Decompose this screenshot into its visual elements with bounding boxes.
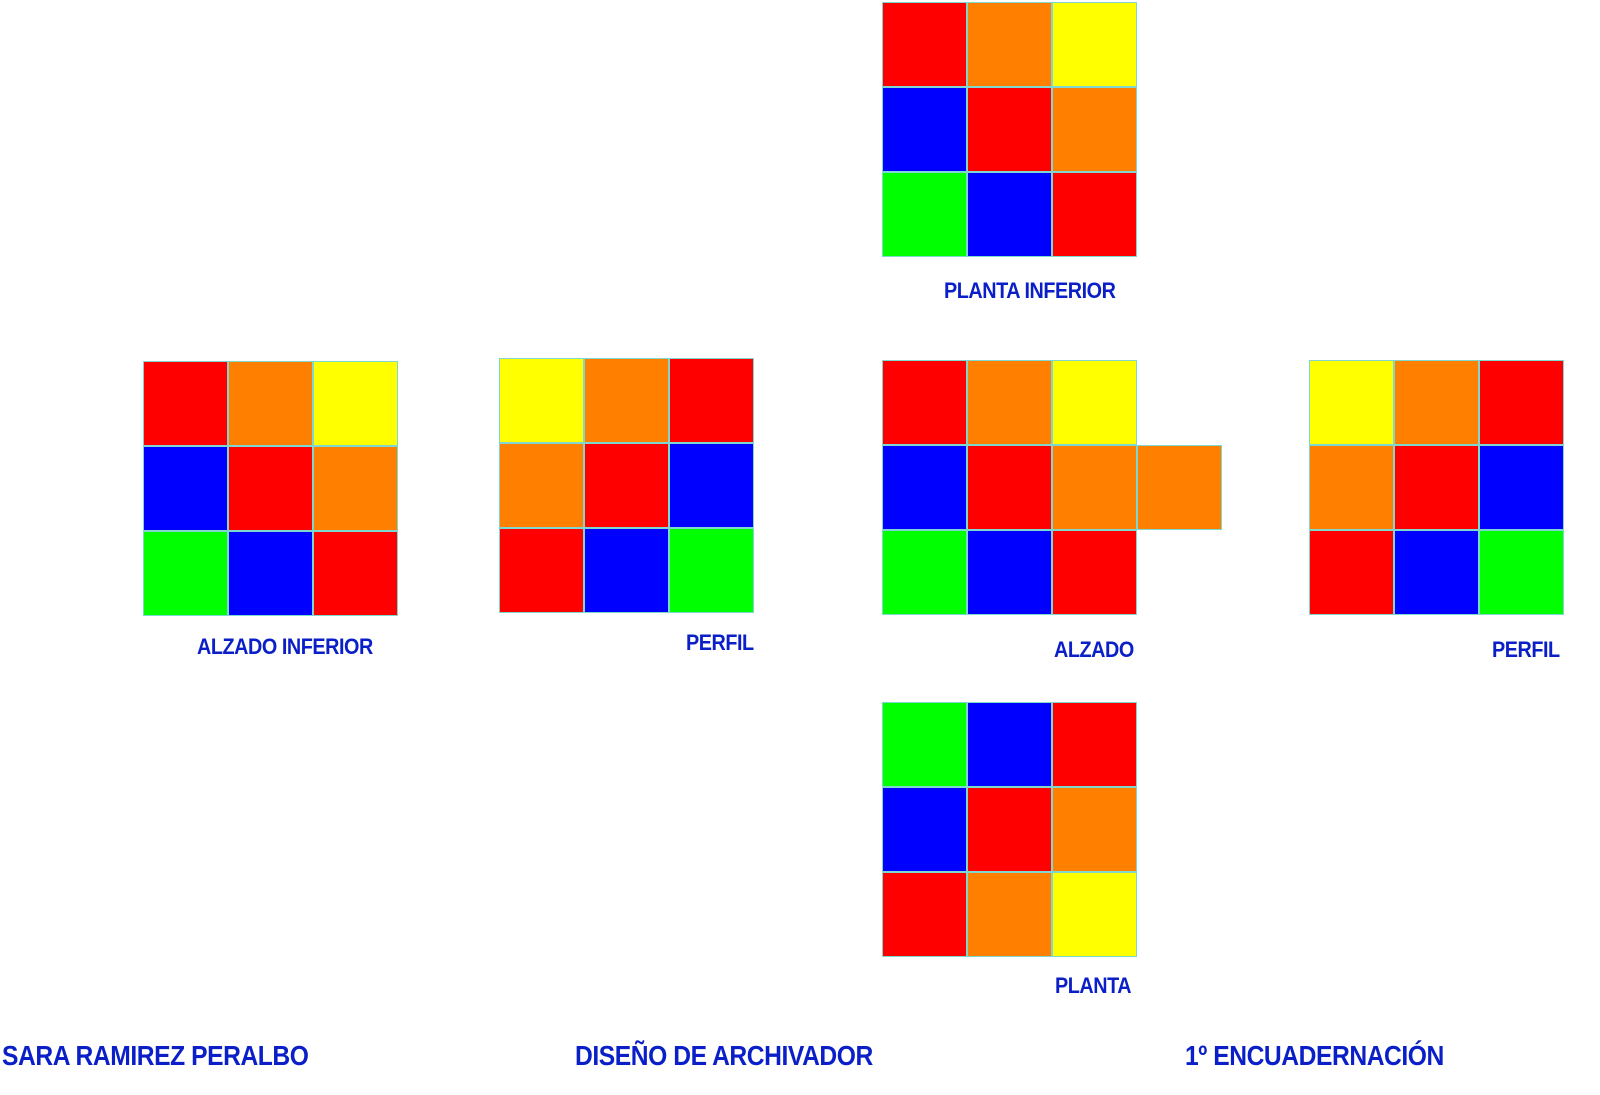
color-cell <box>1479 360 1564 445</box>
color-cell <box>669 358 754 443</box>
color-cell <box>1394 530 1479 615</box>
color-cell <box>313 361 398 446</box>
color-cell <box>967 172 1052 257</box>
label-alzado-inferior: ALZADO INFERIOR <box>197 634 373 659</box>
color-cell <box>143 531 228 616</box>
color-cell <box>1052 702 1137 787</box>
color-cell <box>499 443 584 528</box>
color-cell <box>1309 445 1394 530</box>
color-cell <box>882 872 967 957</box>
color-cell <box>967 445 1052 530</box>
color-cell <box>967 787 1052 872</box>
color-cell <box>882 87 967 172</box>
color-cell <box>882 360 967 445</box>
color-cell <box>967 872 1052 957</box>
color-cell <box>143 361 228 446</box>
color-cell <box>967 530 1052 615</box>
color-cell <box>1052 2 1137 87</box>
label-planta-inferior: PLANTA INFERIOR <box>944 278 1116 303</box>
color-cell <box>228 531 313 616</box>
color-cell <box>313 446 398 531</box>
color-cell <box>1052 360 1137 445</box>
color-cell <box>669 528 754 613</box>
footer-author: SARA RAMIREZ PERALBO <box>2 1040 309 1071</box>
color-cell <box>1394 360 1479 445</box>
color-cell <box>669 443 754 528</box>
color-cell <box>1052 445 1137 530</box>
color-cell <box>228 446 313 531</box>
color-cell <box>1309 530 1394 615</box>
color-cell <box>499 528 584 613</box>
label-perfil-derecho: PERFIL <box>1492 637 1560 662</box>
label-alzado: ALZADO <box>1054 637 1134 662</box>
color-cell <box>1052 87 1137 172</box>
color-cell <box>228 361 313 446</box>
color-cell <box>1137 445 1222 530</box>
color-cell <box>882 172 967 257</box>
color-cell <box>1479 530 1564 615</box>
label-planta: PLANTA <box>1055 973 1132 998</box>
color-cell <box>1052 530 1137 615</box>
color-cell <box>1052 872 1137 957</box>
color-cell <box>967 702 1052 787</box>
label-perfil-izquierdo: PERFIL <box>686 630 754 655</box>
color-cell <box>1052 787 1137 872</box>
color-cell <box>967 2 1052 87</box>
color-cell <box>882 787 967 872</box>
color-cell <box>1052 172 1137 257</box>
footer-course: 1º ENCUADERNACIÓN <box>1185 1040 1444 1071</box>
color-cell <box>882 702 967 787</box>
color-cell <box>584 443 669 528</box>
color-cell <box>967 360 1052 445</box>
color-cell <box>584 358 669 443</box>
color-cell <box>1394 445 1479 530</box>
color-cell <box>313 531 398 616</box>
footer-title: DISEÑO DE ARCHIVADOR <box>575 1040 873 1071</box>
color-cell <box>882 2 967 87</box>
color-cell <box>584 528 669 613</box>
color-cell <box>882 445 967 530</box>
color-cell <box>143 446 228 531</box>
color-cell <box>499 358 584 443</box>
color-cell <box>967 87 1052 172</box>
color-cell <box>1479 445 1564 530</box>
color-cell <box>1309 360 1394 445</box>
color-cell <box>882 530 967 615</box>
